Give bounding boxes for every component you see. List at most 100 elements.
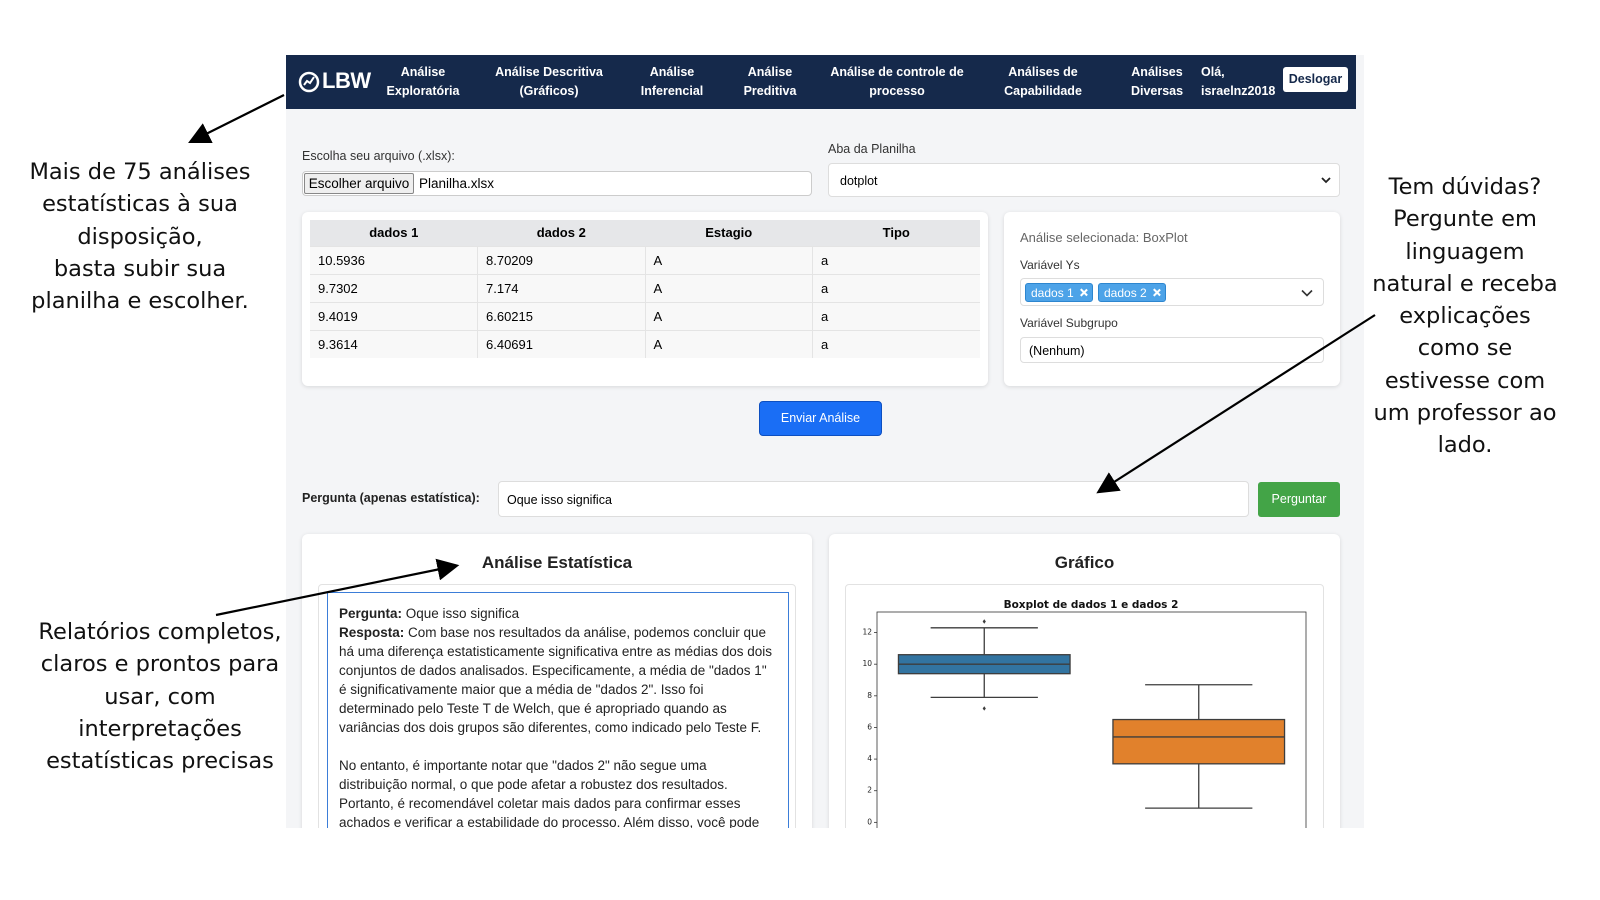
ys-label: Variável Ys [1020, 258, 1080, 272]
report-text: Pergunta: Oque isso significa Resposta: … [327, 592, 789, 828]
question-input[interactable]: Oque isso significa [498, 481, 1249, 517]
y-tick-label: 2 [867, 786, 872, 795]
y-tick-label: 6 [867, 722, 872, 731]
nav-item-line: (Gráficos) [519, 84, 579, 98]
y-tick-label: 8 [867, 691, 872, 700]
annotation-line: estivesse com [1384, 367, 1546, 394]
nav-item[interactable]: Análise Descritiva (Gráficos) [495, 63, 603, 101]
annotation-line: Pergunte em [1393, 206, 1537, 233]
table-header: dados 2 [477, 220, 645, 246]
y-tick-label: 0 [867, 817, 872, 826]
table-header: Estagio [645, 220, 813, 246]
annotation-line: um professor ao [1373, 400, 1557, 427]
ask-button[interactable]: Perguntar [1258, 482, 1340, 517]
nav-item-line: Capabilidade [1004, 84, 1082, 98]
annotation-line: linguagem [1405, 238, 1525, 265]
subgroup-select[interactable]: (Nenhum) [1020, 337, 1324, 363]
greeting: Olá, israelnz2018 [1201, 63, 1275, 101]
annotation-line: basta subir sua [53, 255, 227, 282]
table-cell: a [812, 245, 980, 274]
file-name: Planilha.xlsx [419, 176, 495, 191]
nav-item[interactable]: Análises de Capabilidade [1004, 63, 1082, 101]
nav-item-line: Análise [747, 65, 793, 79]
report-question-label: Pergunta: [339, 606, 403, 621]
report-title: Análise Estatística [481, 553, 633, 572]
table-header: Tipo [812, 220, 980, 246]
annotation-line: usar, com [104, 683, 216, 710]
selected-analysis: Análise selecionada: BoxPlot [1020, 230, 1188, 245]
annotation-right: Tem dúvidas? Pergunte em linguagem natural … [1365, 171, 1565, 462]
ys-tag[interactable]: dados 1 [1025, 283, 1093, 302]
ys-tag[interactable]: dados 2 [1098, 283, 1166, 302]
table-cell: 10.5936 [310, 245, 478, 274]
question-value: Oque isso significa [507, 493, 612, 507]
subgroup-value: (Nenhum) [1029, 344, 1085, 358]
sheet-label: Aba da Planilha [828, 142, 916, 156]
annotation-line: Mais de 75 análises [29, 159, 251, 185]
report-question: Pergunta: Oque isso significa [339, 604, 777, 623]
sheet-select[interactable]: dotplot [828, 163, 1340, 197]
nav-item-line: Análise [400, 65, 446, 79]
table-cell: A [645, 245, 813, 274]
nav-item[interactable]: Análise de controle de processo [830, 63, 963, 101]
nav-item[interactable]: Análise Exploratória [387, 63, 460, 101]
nav-item[interactable]: Análises Diversas [1131, 63, 1183, 101]
table-cell: 9.7302 [310, 273, 478, 302]
report-answer-label: Resposta: [339, 625, 405, 640]
nav-item-line: Análise de controle de [830, 65, 964, 79]
table-cell: 9.4019 [310, 301, 478, 330]
ys-tag-text: dados 1 [1031, 286, 1074, 300]
annotation-line: estatísticas à sua [42, 191, 238, 218]
table-cell: 7.174 [477, 273, 646, 302]
file-input[interactable]: Escolher arquivo Planilha.xlsx [302, 171, 812, 196]
nav-item-line: Análise [649, 65, 695, 79]
chart-background [853, 592, 1316, 828]
logo[interactable]: LBW [322, 68, 371, 93]
nav-item-line: Preditiva [743, 84, 797, 98]
annotation-line: Relatórios completos, [38, 619, 282, 645]
greeting-line: israelnz2018 [1201, 84, 1276, 98]
ys-select[interactable]: dados 1 dados 2 [1020, 278, 1324, 306]
submit-button[interactable]: Enviar Análise [759, 401, 882, 436]
table-cell: A [645, 273, 813, 302]
report-question-text: Oque isso significa [405, 606, 520, 621]
box [1112, 718, 1286, 765]
nav-item-line: processo [869, 84, 925, 98]
greeting-line: Olá, [1201, 65, 1225, 79]
file-button[interactable]: Escolher arquivo [304, 173, 414, 194]
annotation-line: Tem dúvidas? [1388, 174, 1542, 200]
nav-item-line: Análises de [1008, 65, 1078, 79]
table-cell: 6.40691 [477, 329, 646, 358]
table-cell: 6.60215 [477, 301, 646, 330]
nav-item-line: Análises [1131, 65, 1183, 79]
annotation-line: natural e receba [1372, 270, 1558, 297]
nav-item-line: Inferencial [640, 84, 704, 98]
report-frame [318, 584, 796, 828]
report-card: Análise Estatística Pergunta: Oque isso … [302, 534, 812, 828]
annotation-line: planilha e escolher. [31, 288, 249, 315]
question-label: Pergunta (apenas estatística): [302, 491, 480, 505]
data-table: dados 1 dados 2 Estagio Tipo 10.5936 8.70209… [310, 220, 980, 358]
ys-tag-text: dados 2 [1104, 286, 1147, 300]
logout-button[interactable]: Deslogar [1283, 67, 1348, 92]
report-paragraph: No entanto, é importante notar que "dado… [339, 758, 760, 828]
outlier [982, 619, 986, 624]
annotation-line: explicações [1399, 303, 1531, 330]
remove-icon[interactable] [1152, 288, 1161, 297]
remove-icon[interactable] [1079, 288, 1088, 297]
annotation-bottom-left: Relatórios completos, claros e prontos pa… [20, 616, 300, 777]
analysis-card: Análise selecionada: BoxPlot Variável Ys… [1004, 212, 1340, 386]
annotation-top-left: Mais de 75 análises estatísticas à sua dis… [20, 156, 260, 317]
y-tick-label: 12 [862, 628, 872, 637]
annotation-line: interpretações [78, 715, 242, 742]
table-cell: A [645, 329, 813, 358]
nav-item[interactable]: Análise Inferencial [641, 63, 704, 101]
chevron [1301, 289, 1313, 297]
nav-item[interactable]: Análise Preditiva [744, 63, 797, 101]
table-cell: 9.3614 [310, 329, 478, 358]
table-header: dados 1 [310, 220, 478, 246]
report-answer: Resposta: Com base nos resultados da aná… [339, 623, 777, 737]
